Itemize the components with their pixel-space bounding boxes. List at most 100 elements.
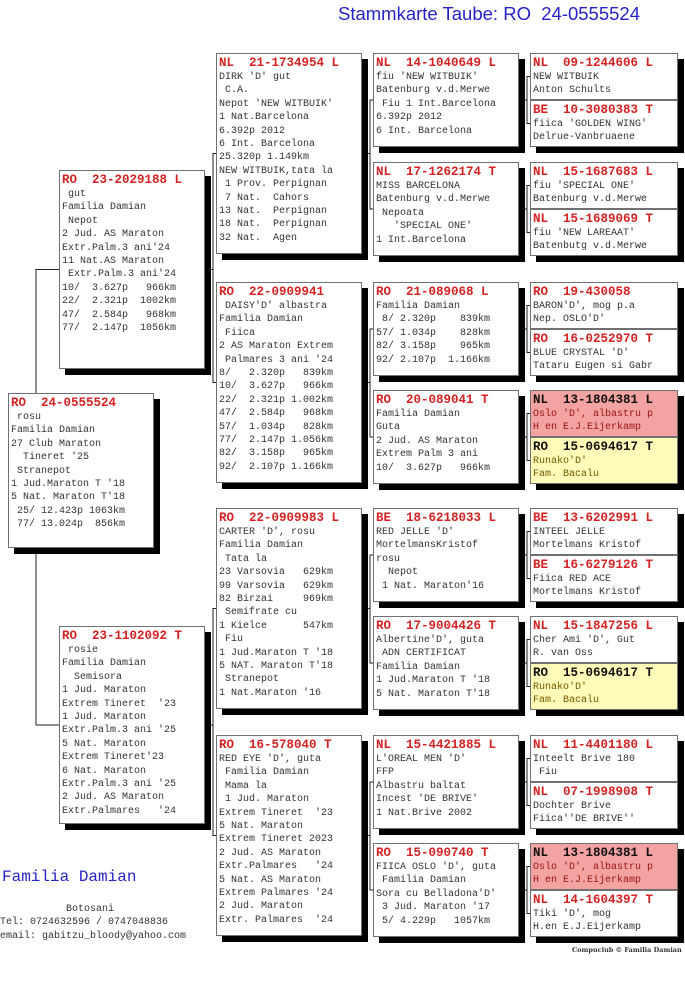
pigeon-info-line: 99 Varsovia 629km (219, 580, 334, 592)
pigeon-card-ancestor[interactable]: BE 13-6202991 L INTEEL JELLE Mortelmans Kr… (530, 508, 678, 555)
pigeon-card-ancestor[interactable]: BE 10-3080383 T fiica 'GOLDEN WING' Delrue… (530, 100, 678, 147)
pigeon-info-line: 2 Jud. AS Maraton (376, 435, 479, 447)
pigeon-info-line: Fiica (219, 327, 256, 339)
pigeon-info-line: 1 Nat. Maraton'16 (376, 580, 485, 592)
pigeon-info-line: 1 Jud. Maraton (62, 712, 147, 724)
pigeon-card-ancestor[interactable]: RO 21-089068 L Familia Damian 8/ 2.320p 8… (373, 282, 519, 376)
pigeon-card-ancestor[interactable]: RO 15-090740 T FIICA OSLO 'D', guta Famil… (373, 843, 519, 937)
pigeon-info-line: 11 Nat.AS Maraton (62, 256, 165, 268)
pigeon-card-subject[interactable]: RO 24-0555524 rosu Familia Damian 27 Club … (8, 393, 154, 548)
pigeon-card-ancestor[interactable]: BE 18-6218033 L RED JELLE 'D' MortelmansKr… (373, 508, 519, 602)
pigeon-card-ancestor[interactable]: RO 16-0252970 T BLUE CRYSTAL 'D' Tataru Eu… (530, 329, 678, 376)
ring-number: NL 09-1244606 L (533, 56, 654, 70)
pigeon-info-line: 77/ 13.024p 856km (11, 519, 126, 531)
pigeon-info-line: 57/ 1.034p 828km (219, 421, 334, 433)
breeder-email[interactable]: email: gabitzu_bloody@yahoo.com (0, 931, 187, 942)
pigeon-info-line: 5 Nat. Maraton T'18 (11, 492, 126, 504)
ring-number: RO 15-0694617 T (533, 666, 654, 680)
pigeon-info-line: 5 Nat. Maraton (219, 821, 304, 833)
pigeon-card-ancestor[interactable]: NL 21-1734954 L DIRK 'D' gut C.A. Nepot 'N… (216, 53, 362, 254)
pigeon-card-ancestor[interactable]: NL 14-1040649 L fiu 'NEW WITBUIK' Batenbur… (373, 53, 519, 147)
pigeon-card-ancestor[interactable]: RO 15-0694617 T Runako'D' Fam. Bacalu (530, 437, 678, 484)
pigeon-info-line: 57/ 1.034p 828km (376, 327, 491, 339)
pigeon-info-line: Familia Damian (376, 409, 461, 420)
pigeon-card-ancestor[interactable]: NL 13-1804381 L Oslo 'D', albastru p H en … (530, 843, 678, 890)
pigeon-card-ancestor[interactable]: NL 17-1262174 T MISS BARCELONA Batenburg v… (373, 162, 519, 256)
pigeon-info-line: Nepot 'NEW WITBUIK' (219, 98, 334, 110)
pigeon-info-line: Delrue-Vanbruaene (533, 132, 636, 144)
pigeon-card-ancestor[interactable]: RO 20-089041 T Familia Damian Guta 2 Jud. A… (373, 390, 519, 484)
pigeon-info-line: Inteelt Brive 180 (533, 754, 636, 765)
pigeon-card-sire[interactable]: RO 23-2029188 L gut Familia Damian Nepot 2… (59, 170, 205, 369)
ring-number: RO 24-0555524 (11, 396, 117, 410)
pigeon-info-line: Nepot (376, 567, 419, 579)
pigeon-info-line: 10/ 3.627p 966km (62, 282, 177, 294)
pigeon-info-line: gut (62, 189, 87, 200)
pigeon-card-ancestor[interactable]: RO 16-578040 T RED EYE 'D', guta Familia … (216, 735, 362, 936)
pigeon-info-line: 92/ 2.107p 1.166km (219, 461, 334, 473)
pigeon-info-line: 1 Nat.Maraton '16 (219, 687, 322, 699)
pigeon-info-line: Albertine'D', guta (376, 635, 485, 646)
ring-number: RO 16-0252970 T (533, 332, 654, 346)
pigeon-info-line: 1 Jud.Maraton T '18 (219, 647, 334, 659)
pigeon-info-line: 1 Prov. Perpignan (219, 179, 328, 191)
pigeon-info-line: DAISY'D' albastra (219, 301, 328, 312)
pigeon-info-line: 47/ 2.584p 968km (62, 309, 177, 321)
ring-number: NL 17-1262174 T (376, 165, 497, 179)
pigeon-card-ancestor[interactable]: NL 15-1687683 L fiu 'SPECIAL ONE' Batenbur… (530, 162, 678, 209)
pigeon-card-ancestor[interactable]: RO 15-0694617 T Runako'D' Fam. Bacalu (530, 663, 678, 710)
pigeon-card-ancestor[interactable]: RO 22-0909941 DAISY'D' albastra Familia D… (216, 282, 362, 483)
pigeon-info-line: Batenburg v.d.Merwe (376, 85, 491, 97)
pigeon-card-ancestor[interactable]: NL 15-4421885 L L'OREAL MEN 'D' FFP Albastr… (373, 735, 519, 829)
pigeon-info-line: Tiki 'D', mog (533, 909, 612, 920)
pigeon-info-line: 25/ 12.423p 1063km (11, 505, 126, 517)
pigeon-info-line: 1 Jud.Maraton T '18 (11, 479, 126, 491)
ring-number: RO 20-089041 T (376, 393, 489, 407)
pigeon-card-ancestor[interactable]: RO 19-430058 BARON'D', mog p.a Nep. OSLO'D… (530, 282, 678, 329)
pigeon-info-line: Extr.Palmares '24 (62, 805, 177, 817)
pigeon-info-line: 2 Jud. Maraton (219, 901, 304, 913)
pigeon-info-line: Extrem Tineret '23 (219, 807, 334, 819)
pigeon-info-line: 6.392p 2012 (219, 125, 286, 137)
ring-number: BE 16-6279126 T (533, 558, 654, 572)
pigeon-info-line: 5 Nat. Maraton T'18 (376, 688, 491, 700)
pigeon-info-line: H en E.J.Eijerkamp (533, 875, 642, 887)
pigeon-info-line: 82 Birzai 969km (219, 594, 334, 606)
ring-number: RO 15-090740 T (376, 846, 489, 860)
pigeon-card-ancestor[interactable]: NL 11-4401180 L Inteelt Brive 180 Fiu (530, 735, 678, 782)
software-credit: Compuclub © Familia Damian (572, 946, 682, 954)
page-title: Stammkarte Taube: RO 24-0555524 (338, 3, 640, 24)
pigeon-info-line: Stranepot (11, 465, 72, 477)
pigeon-info-line: Familia Damian (219, 314, 304, 326)
pigeon-card-ancestor[interactable]: NL 15-1689069 T fiu 'NEW LAREAAT' Batenbut… (530, 209, 678, 256)
pigeon-info-line: Extrem Tineret'23 (62, 752, 165, 764)
pigeon-card-ancestor[interactable]: NL 15-1847256 L Cher Ami 'D', Gut R. van O… (530, 616, 678, 663)
pigeon-info-line: 2 Jud. AS Maraton (219, 847, 322, 859)
pigeon-card-ancestor[interactable]: NL 13-1804381 L Oslo 'D', albastru p H en … (530, 390, 678, 437)
pigeon-info-line: 23 Varsovia 629km (219, 567, 334, 579)
pigeon-card-ancestor[interactable]: BE 16-6279126 T Fiica RED ACE Mortelmans K… (530, 555, 678, 602)
pigeon-info-line: fiu 'NEW LAREAAT' (533, 228, 636, 239)
ring-number: RO 19-430058 (533, 285, 631, 299)
pigeon-info-line: Mama la (219, 780, 268, 792)
breeder-phone: Tel: 0724632596 / 0747048836 (0, 917, 169, 928)
pigeon-info-line: 22/ 2.321p 1002km (62, 296, 177, 308)
pigeon-info-line: 2 Jud. AS Maraton (62, 229, 165, 241)
pigeon-card-ancestor[interactable]: RO 22-0909983 L CARTER 'D', rosu Familia D… (216, 508, 362, 709)
pigeon-card-ancestor[interactable]: NL 14-1604397 T Tiki 'D', mog H.en E.J.Eij… (530, 890, 678, 937)
pigeon-info-line: FFP (376, 767, 395, 779)
pigeon-card-ancestor[interactable]: NL 07-1998908 T Dochter Brive Fiica''DE BR… (530, 782, 678, 829)
pigeon-info-line: 8/ 2.320p 839km (376, 314, 491, 326)
breeder-city: Botosani (66, 904, 115, 915)
pigeon-card-ancestor[interactable]: NL 09-1244606 L NEW WITBUIK Anton Schults (530, 53, 678, 100)
pigeon-info-line: Familia Damian (62, 658, 147, 670)
breeder-name: Familia Damian (2, 868, 137, 886)
pigeon-info-line: Extrem Palmares '24 (219, 888, 334, 900)
pigeon-info-line: NEW WITBUIK,tata la (219, 165, 334, 177)
pigeon-info-line: RED EYE 'D', guta (219, 754, 322, 765)
pigeon-info-line: Extrem Tineret '23 (62, 698, 177, 710)
pigeon-info-line: 1 Nat.Barcelona (219, 112, 310, 124)
pigeon-card-dam[interactable]: RO 23-1102092 T rosie Familia Damian Semi… (59, 626, 205, 824)
pigeon-info-line: fiu 'SPECIAL ONE' (533, 181, 636, 192)
pigeon-card-ancestor[interactable]: RO 17-9004426 T Albertine'D', guta ADN CE… (373, 616, 519, 710)
